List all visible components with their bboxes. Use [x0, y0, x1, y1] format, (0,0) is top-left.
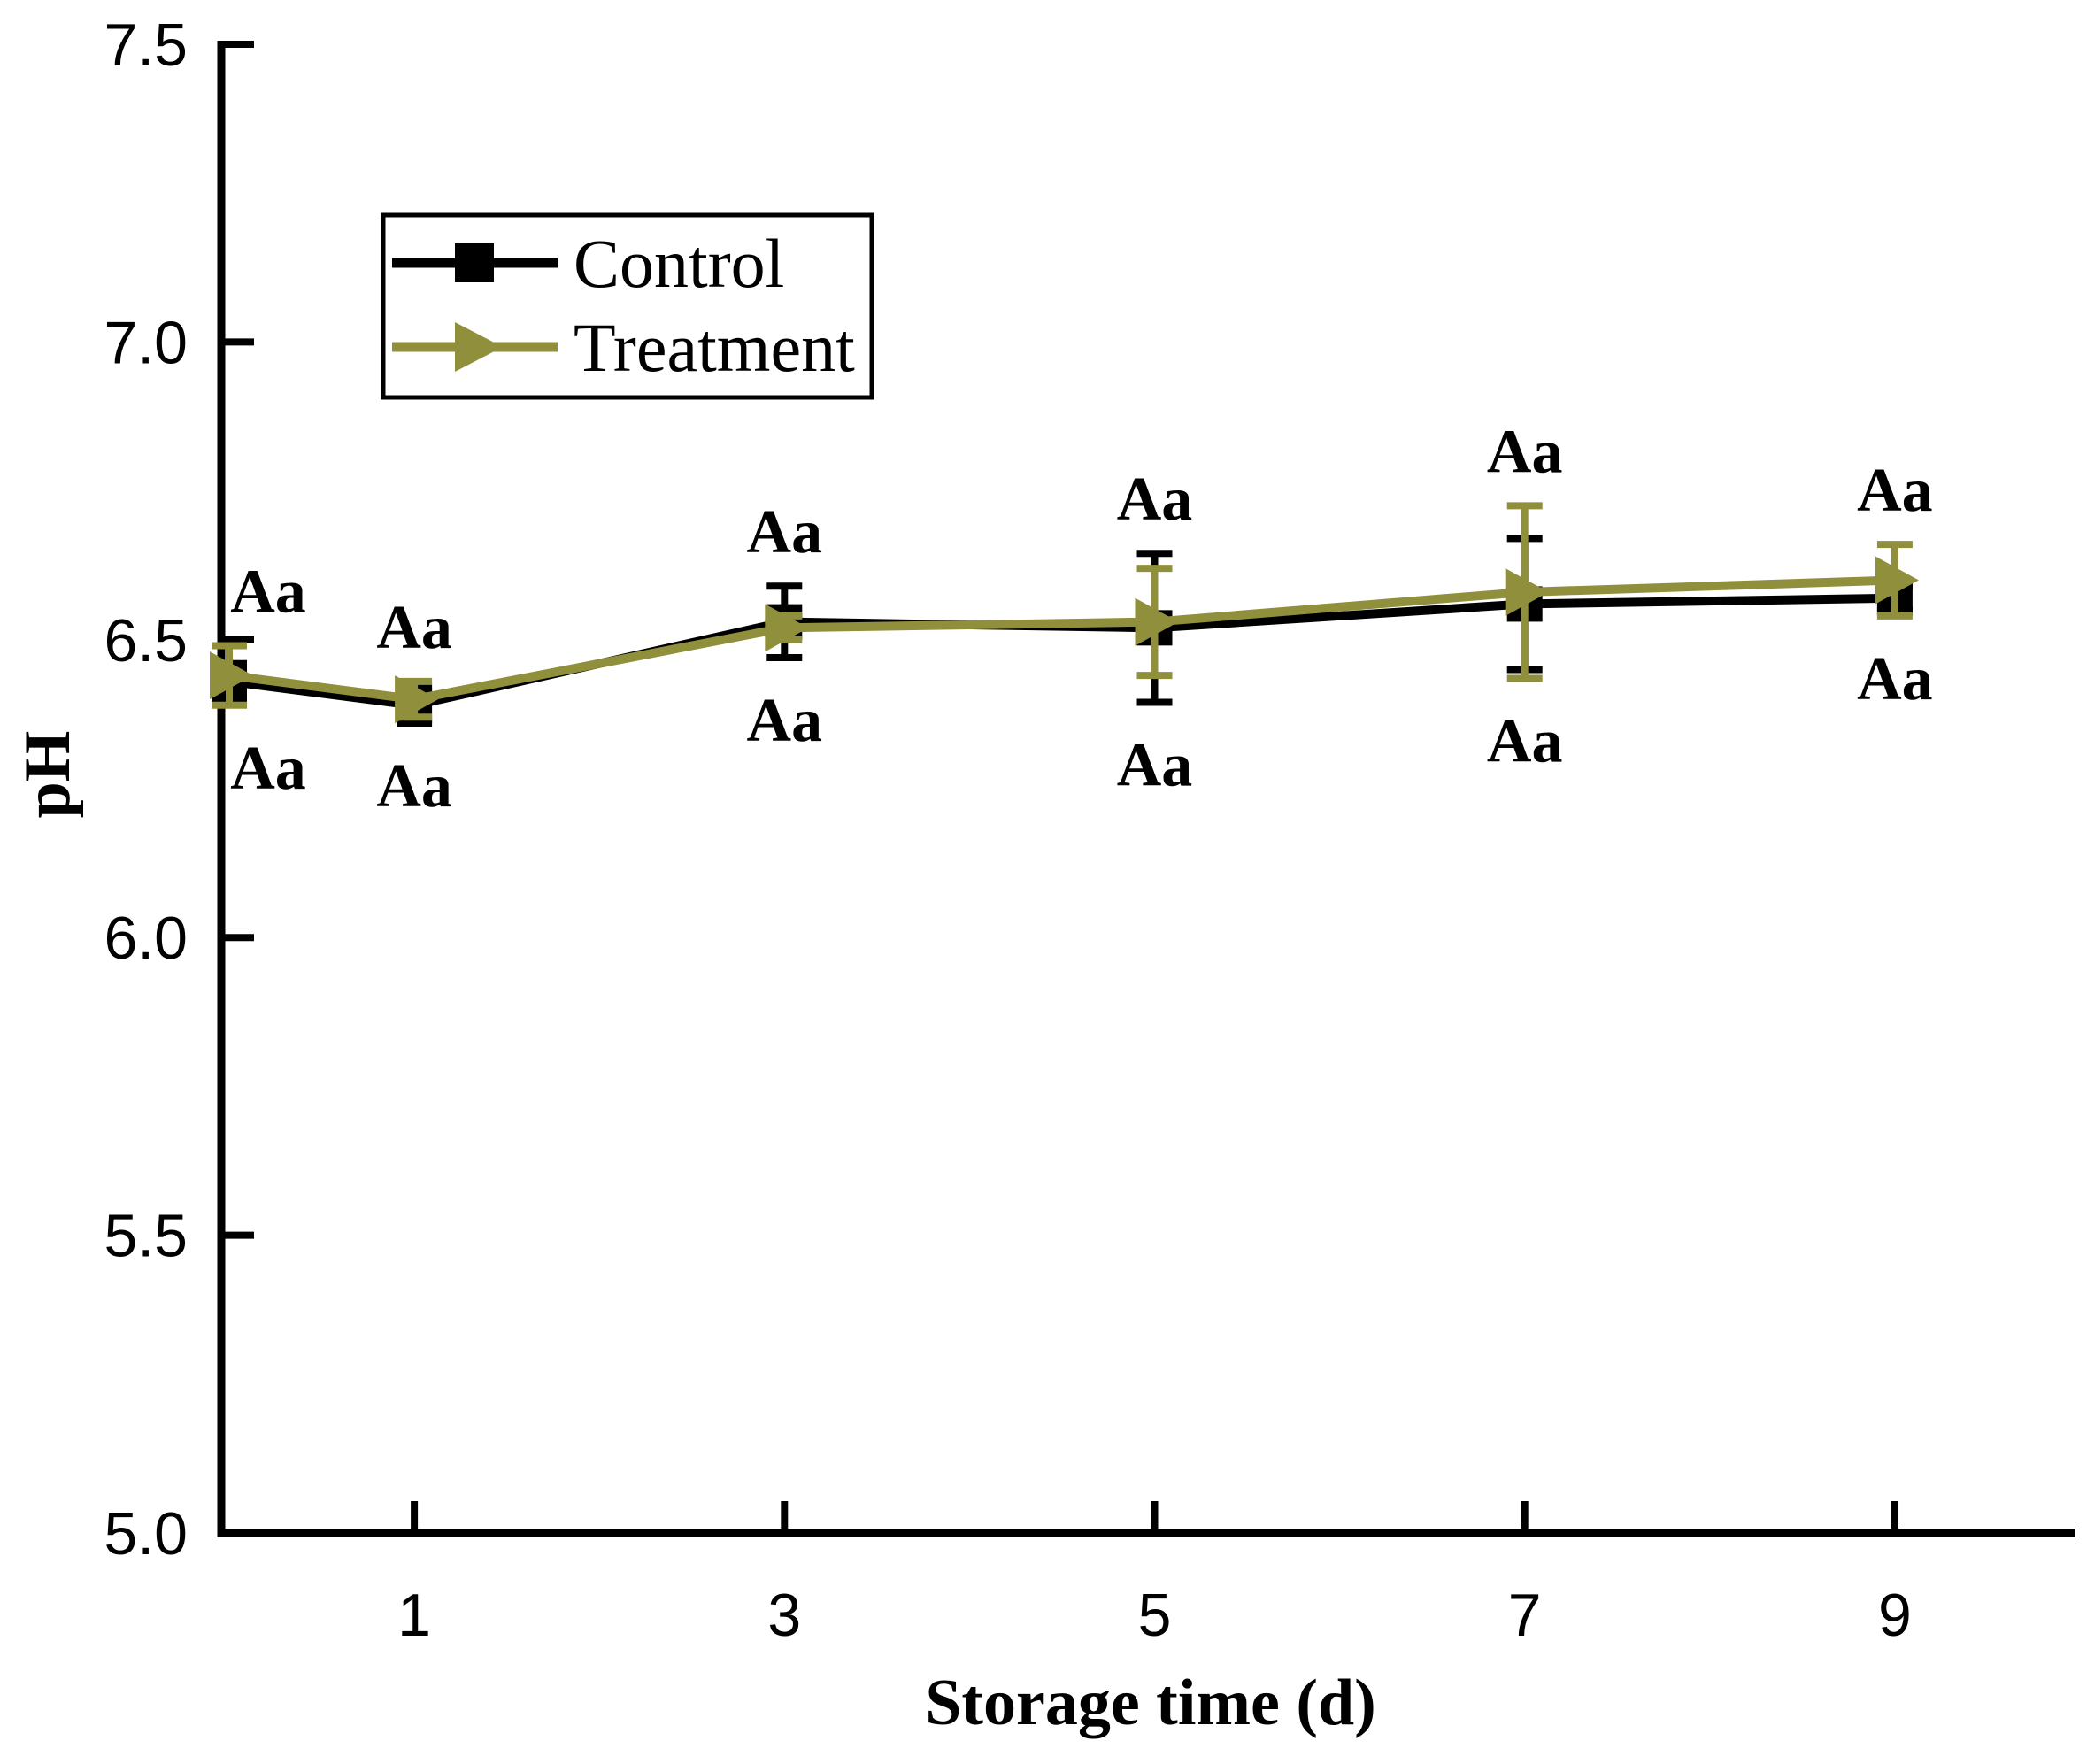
legend-item-treatment: Treatment	[392, 309, 855, 386]
triangle-right-marker-icon	[1505, 567, 1549, 616]
annotation-below: Aa	[1487, 708, 1563, 776]
y-tick-label: 5.5	[104, 1203, 188, 1270]
annotation-above: Aa	[1487, 418, 1563, 486]
series-control	[212, 535, 1913, 727]
x-tick-label: 3	[767, 1582, 801, 1649]
triangle-right-marker-icon	[1875, 556, 1919, 605]
y-tick-label: 6.0	[104, 905, 188, 972]
annotation-below: Aa	[747, 687, 823, 755]
legend-item-label: Control	[574, 225, 784, 302]
y-tick-label: 7.0	[104, 309, 188, 376]
annotation-above: Aa	[1117, 466, 1193, 534]
annotation-below: Aa	[376, 752, 452, 820]
series-line	[228, 575, 1896, 705]
legend-item-control: Control	[392, 225, 784, 302]
x-tick-label: 7	[1508, 1582, 1542, 1649]
annotation-above: Aa	[1857, 457, 1933, 525]
y-tick-label: 7.5	[104, 12, 188, 79]
x-axis-title: Storage time (d)	[925, 1667, 1376, 1739]
y-tick-label: 5.0	[104, 1500, 188, 1568]
series	[210, 502, 1919, 727]
triangle-right-marker-icon	[765, 604, 809, 652]
triangle-right-marker-icon	[1135, 597, 1179, 646]
annotation-above: Aa	[747, 498, 823, 566]
y-axis-title: pH	[12, 731, 84, 819]
point-annotations: Aa Aa Aa Aa Aa Aa Aa Aa Aa Aa Aa Aa	[230, 418, 1932, 820]
annotation-below: Aa	[230, 735, 306, 803]
y-tick-label: 6.5	[104, 607, 188, 674]
square-marker-icon	[455, 243, 494, 282]
triangle-right-marker-icon	[455, 322, 503, 372]
x-tick-label: 1	[397, 1582, 431, 1649]
x-tick-label: 5	[1138, 1582, 1172, 1649]
axes: 5.0 5.5 6.0 6.5 7.0 7.5 1 3 5 7 9	[104, 12, 2075, 1649]
legend-item-label: Treatment	[574, 309, 855, 386]
annotation-below: Aa	[1117, 731, 1193, 799]
triangle-right-marker-icon	[210, 651, 253, 700]
series-treatment	[210, 502, 1919, 724]
triangle-right-marker-icon	[395, 675, 439, 724]
x-tick-label: 9	[1878, 1582, 1912, 1649]
annotation-below: Aa	[1857, 645, 1933, 713]
legend-box	[381, 212, 874, 400]
annotation-above: Aa	[230, 558, 306, 627]
annotation-above: Aa	[376, 594, 452, 662]
